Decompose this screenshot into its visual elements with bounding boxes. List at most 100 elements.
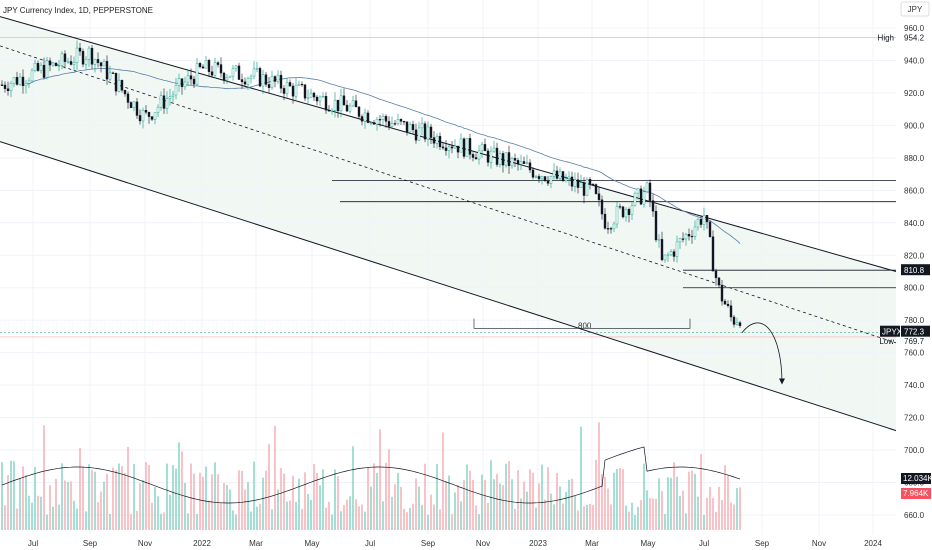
volume-bars	[1, 422, 741, 530]
volume-bar	[214, 462, 216, 530]
volume-bar	[658, 478, 660, 530]
candle-body	[78, 47, 82, 52]
volume-bar	[280, 467, 282, 530]
x-tick-label: May	[304, 539, 319, 548]
candle-body	[234, 65, 238, 69]
volume-bar	[721, 500, 723, 530]
candle-body	[72, 62, 76, 65]
volume-bar	[538, 483, 540, 530]
volume-ma-value: 12.034K	[903, 474, 932, 483]
volume-bar	[712, 498, 714, 530]
candle-body	[111, 72, 115, 74]
candle-body	[543, 176, 547, 181]
volume-bar	[604, 476, 606, 530]
currency-badge[interactable]	[900, 1, 930, 17]
volume-bar	[115, 469, 117, 530]
candle-body	[162, 95, 166, 109]
candle-body	[186, 75, 190, 83]
volume-bar	[313, 464, 315, 530]
volume-bar	[559, 486, 561, 530]
volume-bar	[124, 472, 126, 530]
volume-bar	[274, 425, 276, 530]
volume-bar	[52, 506, 54, 530]
candle-body	[348, 105, 352, 112]
volume-bar	[610, 504, 612, 530]
candle-body	[423, 123, 427, 140]
volume-bar	[430, 494, 432, 530]
volume-bar	[355, 499, 357, 530]
candle-body	[504, 152, 508, 166]
volume-bar	[433, 504, 435, 530]
candle-body	[318, 96, 322, 102]
candle-body	[87, 47, 91, 60]
volume-bar	[64, 480, 66, 530]
candle-body	[99, 62, 103, 67]
y-tick-label: 820.0	[904, 251, 925, 260]
volume-bar	[526, 491, 528, 530]
volume-bar	[31, 502, 33, 530]
volume-bar	[43, 425, 45, 530]
volume-bar	[679, 495, 681, 530]
volume-bar	[592, 505, 594, 530]
candle-body	[81, 51, 85, 65]
volume-bar	[661, 490, 663, 530]
candle-body	[168, 96, 172, 99]
candle-body	[540, 176, 544, 180]
volume-bar	[55, 478, 57, 530]
candle-body	[201, 66, 205, 69]
volume-ma-line	[1, 446, 741, 504]
candle-body	[402, 121, 406, 123]
candle-body	[147, 112, 151, 117]
volume-bar	[409, 507, 411, 530]
candle-body	[60, 53, 64, 66]
volume-bar	[205, 466, 207, 530]
candle-body	[435, 135, 439, 144]
candle-body	[69, 61, 73, 65]
volume-value-tag	[901, 488, 931, 499]
volume-bar	[199, 472, 201, 530]
volume-bar	[325, 507, 327, 530]
volume-bar	[709, 487, 711, 530]
volume-bar	[166, 463, 168, 530]
volume-bar	[172, 465, 174, 530]
volume-bar	[34, 466, 36, 530]
volume-bar	[73, 500, 75, 530]
volume-bar	[445, 481, 447, 530]
candle-body	[309, 92, 313, 98]
volume-bar	[400, 486, 402, 530]
candle-body	[579, 182, 583, 188]
candle-body	[483, 144, 487, 152]
candle-body	[93, 59, 97, 65]
volume-bar	[439, 509, 441, 530]
volume-bar	[193, 473, 195, 530]
volume-bar	[250, 511, 252, 530]
volume-bar	[448, 475, 450, 530]
volume-bar	[154, 486, 156, 530]
candle-body	[345, 104, 349, 112]
candle-body	[645, 182, 649, 193]
projection-arrow-head	[779, 378, 785, 385]
candle-body	[303, 84, 307, 99]
candle-body	[714, 270, 718, 279]
volume-bar	[577, 510, 579, 530]
volume-bar	[412, 503, 414, 530]
volume-bar	[379, 429, 381, 530]
candle-body	[705, 215, 709, 223]
candle-body	[12, 77, 16, 84]
candle-body	[666, 254, 670, 256]
volume-bar	[688, 471, 690, 530]
volume-bar	[424, 463, 426, 530]
volume-bar	[151, 502, 153, 530]
candle-body	[462, 138, 466, 157]
volume-bar	[643, 463, 645, 530]
x-tick-label: 2022	[193, 539, 211, 548]
volume-bar	[595, 459, 597, 530]
volume-bar	[91, 469, 93, 530]
x-tick-label: Mar	[249, 539, 263, 548]
candle-body	[138, 115, 142, 122]
volume-bar	[472, 479, 474, 530]
candle-body	[276, 74, 280, 82]
volume-bar	[220, 503, 222, 530]
volume-bar	[58, 504, 60, 530]
